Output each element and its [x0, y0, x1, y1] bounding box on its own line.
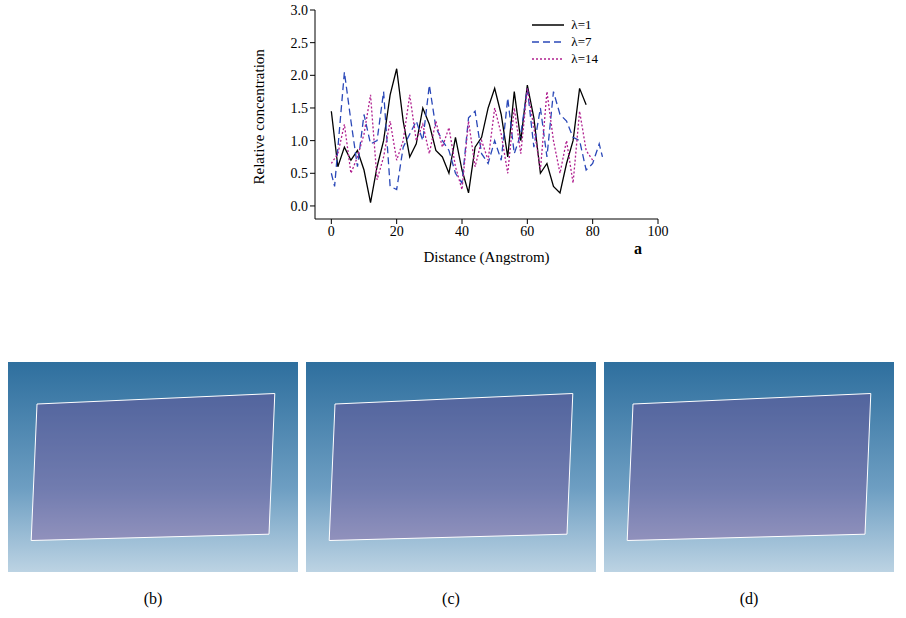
html-text:(d): (d) [739, 590, 759, 607]
svg-text:1.5: 1.5 [291, 101, 309, 116]
svg-text:3.0: 3.0 [291, 3, 309, 18]
svg-text:0.5: 0.5 [291, 166, 309, 181]
svg-text:40: 40 [455, 224, 469, 239]
html-text:λ=7: λ=7 [571, 34, 592, 49]
svg-text:0: 0 [328, 224, 335, 239]
html-text:(b): (b) [143, 590, 163, 607]
html-text:a: a [634, 240, 642, 257]
html-text:(c): (c) [442, 590, 460, 607]
svg-text:80: 80 [586, 224, 600, 239]
svg-text:2.5: 2.5 [291, 36, 309, 51]
svg-text:2.0: 2.0 [291, 68, 309, 83]
svg-text:100: 100 [648, 224, 669, 239]
html-text:λ=14: λ=14 [571, 51, 598, 66]
svg-text:20: 20 [390, 224, 404, 239]
svg-text:Relative concentration: Relative concentration [251, 49, 267, 185]
svg-text:0.0: 0.0 [291, 199, 309, 214]
html-text:λ=1: λ=1 [571, 17, 592, 32]
svg-text:Distance (Angstrom): Distance (Angstrom) [423, 249, 549, 266]
svg-text:60: 60 [520, 224, 534, 239]
svg-text:1.0: 1.0 [291, 134, 309, 149]
